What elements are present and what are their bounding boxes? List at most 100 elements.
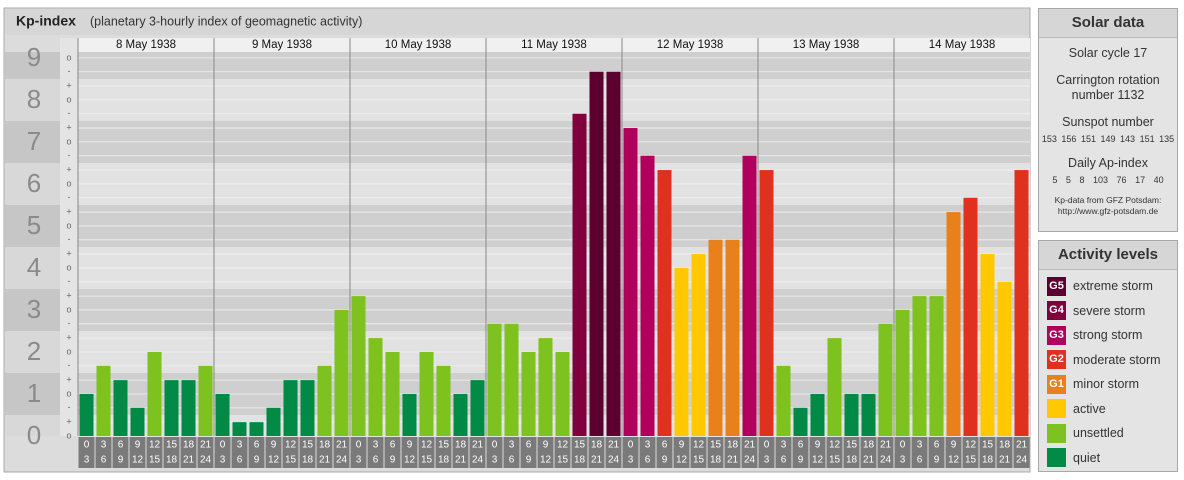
time-cell <box>197 437 214 468</box>
y-minor-label: - <box>68 402 71 412</box>
time-end: 3 <box>628 455 634 466</box>
bar <box>640 155 655 436</box>
label-band <box>5 78 60 121</box>
label-band <box>5 414 60 436</box>
time-start: 21 <box>1016 440 1028 451</box>
time-start: 6 <box>934 440 940 451</box>
bar <box>521 351 536 436</box>
time-start: 3 <box>781 440 787 451</box>
level-badge: G2 <box>1047 350 1066 370</box>
time-cell <box>163 437 180 468</box>
bar <box>997 281 1012 436</box>
time-end: 6 <box>373 455 379 466</box>
bar <box>470 380 485 436</box>
y-tick-label: 6 <box>27 168 41 198</box>
day-label: 13 May 1938 <box>793 39 860 51</box>
level-label: active <box>1073 401 1106 416</box>
time-start: 9 <box>543 440 549 451</box>
bar <box>300 380 315 436</box>
y-tick-label: 7 <box>27 126 41 156</box>
y-tick-label: 5 <box>27 210 41 240</box>
time-cell <box>1013 437 1030 468</box>
bar <box>249 422 264 436</box>
time-end: 18 <box>166 455 178 466</box>
label-band <box>5 120 60 163</box>
bar <box>130 407 145 436</box>
bar <box>946 212 961 436</box>
label-band <box>5 204 60 247</box>
time-cell <box>894 437 911 468</box>
sunspot-values: 153 156 151 149 143 151 135 <box>1039 134 1177 144</box>
time-cell <box>180 437 197 468</box>
time-start: 12 <box>285 440 297 451</box>
y-minor-label: o <box>66 178 71 188</box>
y-minor-label: o <box>66 94 71 104</box>
ap-value: 8 <box>1079 175 1085 185</box>
time-end: 24 <box>608 455 620 466</box>
time-end: 12 <box>948 455 960 466</box>
time-cell <box>282 437 299 468</box>
time-start: 12 <box>693 440 705 451</box>
bar <box>232 422 247 436</box>
time-start: 6 <box>526 440 532 451</box>
ap-title: Daily Ap-index <box>1068 156 1148 170</box>
minor-column <box>60 38 78 436</box>
time-start: 21 <box>336 440 348 451</box>
time-cell <box>656 437 673 468</box>
time-start: 12 <box>421 440 433 451</box>
time-start: 6 <box>798 440 804 451</box>
bar <box>793 407 808 436</box>
time-cell <box>486 437 503 468</box>
level-row: active <box>1039 397 1177 422</box>
header-bar <box>5 9 1029 35</box>
time-end: 6 <box>917 455 923 466</box>
time-end: 18 <box>438 455 450 466</box>
bar <box>164 380 179 436</box>
ap-values: 5 5 8 103 76 17 40 <box>1039 175 1177 185</box>
time-end: 9 <box>118 455 124 466</box>
day-label: 9 May 1938 <box>252 39 312 51</box>
ap-value: 17 <box>1135 175 1146 185</box>
time-cell <box>401 437 418 468</box>
time-end: 6 <box>781 455 787 466</box>
sunspot-value: 151 <box>1080 134 1096 144</box>
time-end: 24 <box>1016 455 1028 466</box>
y-minor-label: o <box>66 136 71 146</box>
time-cell <box>367 437 384 468</box>
y-minor-label: o <box>66 262 71 272</box>
bar <box>113 380 128 436</box>
time-start: 15 <box>438 440 450 451</box>
time-cell <box>758 437 775 468</box>
time-end: 12 <box>676 455 688 466</box>
bar <box>334 309 349 436</box>
bar <box>963 197 978 436</box>
day-label: 8 May 1938 <box>116 39 176 51</box>
level-row: G5 extreme storm <box>1039 274 1177 299</box>
time-cell <box>520 437 537 468</box>
y-tick-label: 4 <box>27 252 41 282</box>
y-minor-label: o <box>66 430 71 440</box>
time-start: 18 <box>863 440 875 451</box>
time-end: 6 <box>509 455 515 466</box>
ap-value: 76 <box>1116 175 1127 185</box>
time-cell <box>248 437 265 468</box>
time-start: 21 <box>744 440 756 451</box>
time-end: 15 <box>557 455 569 466</box>
time-cell <box>928 437 945 468</box>
bar <box>419 351 434 436</box>
bar <box>810 393 825 436</box>
time-end: 12 <box>812 455 824 466</box>
level-label: strong storm <box>1073 328 1143 343</box>
time-cell <box>554 437 571 468</box>
bar <box>742 155 757 436</box>
bar <box>623 128 638 436</box>
time-start: 6 <box>662 440 668 451</box>
time-start: 6 <box>390 440 396 451</box>
y-minor-label: + <box>66 164 71 174</box>
kp-chart: Kp-index (planetary 3-hourly index of ge… <box>3 7 1031 473</box>
time-start: 9 <box>951 440 957 451</box>
bar <box>266 407 281 436</box>
sunspot-value: 135 <box>1159 134 1175 144</box>
time-end: 6 <box>237 455 243 466</box>
